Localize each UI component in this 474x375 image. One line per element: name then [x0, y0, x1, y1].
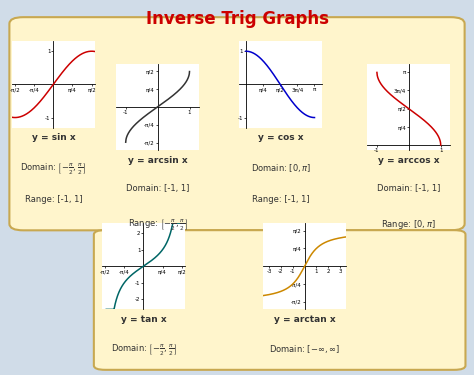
Text: Range: $\left[-\frac{\pi}{2}, \frac{\pi}{2}\right]$: Range: $\left[-\frac{\pi}{2}, \frac{\pi}… [128, 218, 188, 233]
Text: y = arcsin x: y = arcsin x [128, 156, 187, 165]
Text: Range: $[0, \pi]$: Range: $[0, \pi]$ [382, 218, 436, 231]
Text: y = arccos x: y = arccos x [378, 156, 439, 165]
FancyBboxPatch shape [9, 17, 465, 230]
Text: Domain: [-1, 1]: Domain: [-1, 1] [126, 184, 189, 193]
FancyBboxPatch shape [94, 230, 465, 370]
Text: Range: [-1, 1]: Range: [-1, 1] [252, 195, 310, 204]
Text: y = cos x: y = cos x [258, 133, 303, 142]
Text: Inverse Trig Graphs: Inverse Trig Graphs [146, 10, 328, 28]
Text: y = sin x: y = sin x [31, 133, 75, 142]
Text: y = tan x: y = tan x [120, 315, 166, 324]
Text: Domain: $\left[-\frac{\pi}{2}, \frac{\pi}{2}\right]$: Domain: $\left[-\frac{\pi}{2}, \frac{\pi… [20, 162, 86, 177]
Text: Range: [-1, 1]: Range: [-1, 1] [25, 195, 82, 204]
Text: y = arctan x: y = arctan x [273, 315, 336, 324]
Text: Domain: $[-\infty, \infty]$: Domain: $[-\infty, \infty]$ [269, 344, 340, 355]
Text: Domain: [-1, 1]: Domain: [-1, 1] [377, 184, 440, 193]
Text: Domain: $[0, \pi]$: Domain: $[0, \pi]$ [251, 162, 311, 174]
Text: Domain: $\left[-\frac{\pi}{2}, \frac{\pi}{2}\right]$: Domain: $\left[-\frac{\pi}{2}, \frac{\pi… [110, 344, 176, 358]
